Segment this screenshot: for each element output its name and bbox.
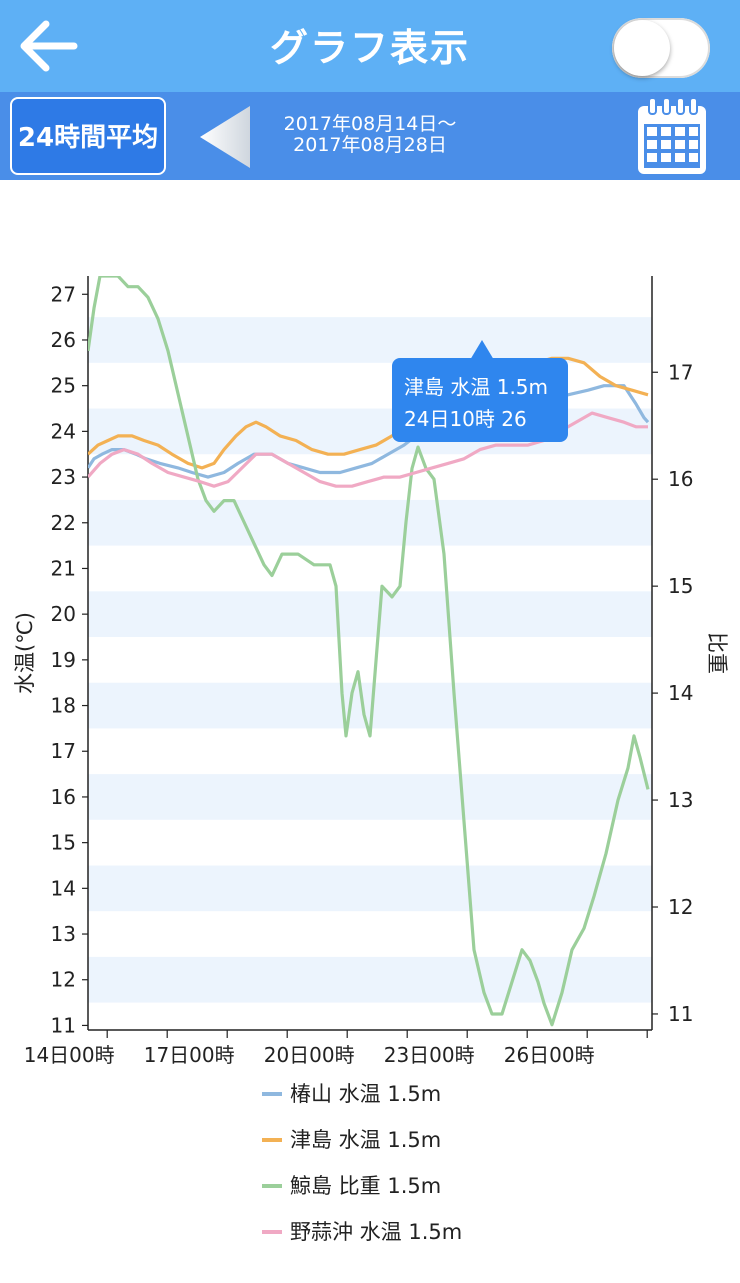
y-left-tick-label: 13 (51, 922, 76, 946)
date-toolbar: 24時間平均 2017年08月14日～ 2017年08月28日 (0, 92, 740, 180)
toggle-knob (614, 20, 670, 76)
average-period-button[interactable]: 24時間平均 (10, 97, 166, 175)
y-right-axis-title: 比重 (705, 632, 729, 674)
x-tick-label: 20日00時 (264, 1043, 355, 1067)
date-range: 2017年08月14日～ 2017年08月28日 (262, 114, 478, 156)
legend-swatch (262, 1092, 282, 1096)
grid-band (88, 956, 652, 1003)
arrow-left-icon (20, 20, 78, 72)
y-left-axis-title: 水温(℃) (13, 612, 37, 694)
grid-band (88, 499, 652, 546)
y-left-tick-label: 18 (51, 694, 76, 718)
y-left-tick-label: 14 (51, 876, 76, 900)
y-left-tick-label: 15 (51, 831, 76, 855)
y-right-tick-label: 12 (668, 895, 693, 919)
legend-item[interactable]: 津島 水温 1.5m (262, 1118, 582, 1164)
x-tick-label: 14日00時 (24, 1043, 115, 1067)
y-left-tick-label: 26 (51, 328, 76, 352)
legend-item[interactable]: 椿山 水温 1.5m (262, 1072, 582, 1118)
tooltip-line-2: 24日10時 26 (404, 407, 527, 431)
y-left-tick-label: 27 (51, 282, 76, 306)
y-right-tick-label: 17 (668, 360, 693, 384)
back-button[interactable] (16, 16, 82, 76)
header-bar: グラフ表示 (0, 0, 740, 92)
previous-period-button[interactable] (198, 104, 254, 170)
grid-band (88, 591, 652, 638)
tooltip-line-1: 津島 水温 1.5m (404, 375, 548, 399)
chart-legend: 椿山 水温 1.5m 津島 水温 1.5m 鯨島 比重 1.5m 野蒜沖 水温 1.5… (262, 1072, 582, 1256)
legend-swatch (262, 1138, 282, 1142)
display-toggle[interactable] (612, 18, 710, 78)
y-left-tick-label: 19 (51, 648, 76, 672)
y-left-tick-label: 24 (51, 419, 76, 443)
tooltip-pointer (470, 340, 494, 360)
y-right-tick-label: 11 (668, 1002, 693, 1026)
date-from: 2017年08月14日～ (283, 113, 457, 135)
y-right-tick-label: 14 (668, 681, 693, 705)
legend-item[interactable]: 野蒜沖 水温 1.5m (262, 1210, 582, 1256)
y-right-tick-label: 16 (668, 467, 693, 491)
legend-swatch (262, 1230, 282, 1234)
water-temperature-chart[interactable]: 11 12 13 14 15 16 17 18 19 20 21 22 23 24 25 26 27 11 12 13… (0, 180, 740, 1070)
x-tick-label: 26日00時 (504, 1043, 595, 1067)
y-right-tick-label: 15 (668, 574, 693, 598)
y-left-tick-label: 12 (51, 968, 76, 992)
legend-label: 野蒜沖 水温 1.5m (290, 1220, 463, 1244)
grid-band (88, 317, 652, 363)
y-left-tick-label: 17 (51, 739, 76, 763)
x-tick-label: 23日00時 (384, 1043, 475, 1067)
y-left-tick-label: 16 (51, 785, 76, 809)
x-tick-label: 17日00時 (144, 1043, 235, 1067)
y-right-tick-label: 13 (668, 788, 693, 812)
y-left-tick-label: 22 (51, 511, 76, 535)
y-left-tick-label: 20 (51, 602, 76, 626)
y-left-tick-label: 21 (51, 556, 76, 580)
calendar-button[interactable] (632, 94, 712, 178)
legend-swatch (262, 1184, 282, 1188)
calendar-icon (638, 97, 706, 174)
grid-band (88, 865, 652, 912)
chart-tooltip: 津島 水温 1.5m 24日10時 26 (392, 340, 568, 442)
legend-item[interactable]: 鯨島 比重 1.5m (262, 1164, 582, 1210)
date-to: 2017年08月28日 (293, 134, 447, 156)
series-line-3 (88, 276, 650, 1027)
legend-label: 津島 水温 1.5m (290, 1128, 442, 1152)
triangle-left-icon (200, 106, 250, 168)
grid-band (88, 774, 652, 820)
tooltip-box (392, 358, 568, 442)
legend-label: 椿山 水温 1.5m (290, 1082, 442, 1106)
y-left-tick-label: 23 (51, 465, 76, 489)
legend-label: 鯨島 比重 1.5m (290, 1174, 442, 1198)
y-left-tick-label: 11 (51, 1013, 76, 1037)
y-left-tick-label: 25 (51, 374, 76, 398)
